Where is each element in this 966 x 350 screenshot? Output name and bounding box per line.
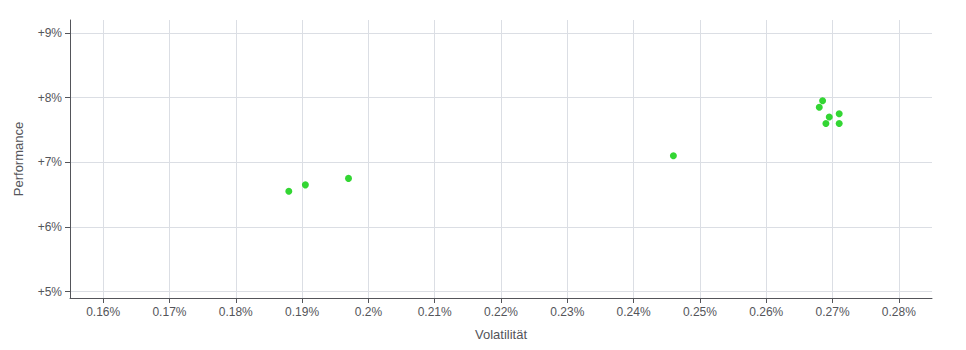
svg-text:+6%: +6%	[38, 220, 63, 234]
svg-text:Performance: Performance	[11, 122, 26, 196]
svg-text:0.22%: 0.22%	[484, 305, 518, 319]
svg-text:0.27%: 0.27%	[816, 305, 850, 319]
svg-text:0.21%: 0.21%	[418, 305, 452, 319]
svg-text:Volatilität: Volatilität	[475, 327, 527, 342]
svg-text:0.2%: 0.2%	[355, 305, 383, 319]
svg-text:0.18%: 0.18%	[219, 305, 253, 319]
svg-text:0.28%: 0.28%	[882, 305, 916, 319]
svg-text:+8%: +8%	[38, 91, 63, 105]
svg-text:0.26%: 0.26%	[749, 305, 783, 319]
svg-text:0.17%: 0.17%	[152, 305, 186, 319]
svg-text:0.24%: 0.24%	[617, 305, 651, 319]
svg-text:0.19%: 0.19%	[285, 305, 319, 319]
svg-text:+7%: +7%	[38, 155, 63, 169]
svg-text:0.23%: 0.23%	[550, 305, 584, 319]
svg-text:0.16%: 0.16%	[86, 305, 120, 319]
svg-text:+9%: +9%	[38, 26, 63, 40]
svg-text:0.25%: 0.25%	[683, 305, 717, 319]
svg-text:+5%: +5%	[38, 285, 63, 299]
